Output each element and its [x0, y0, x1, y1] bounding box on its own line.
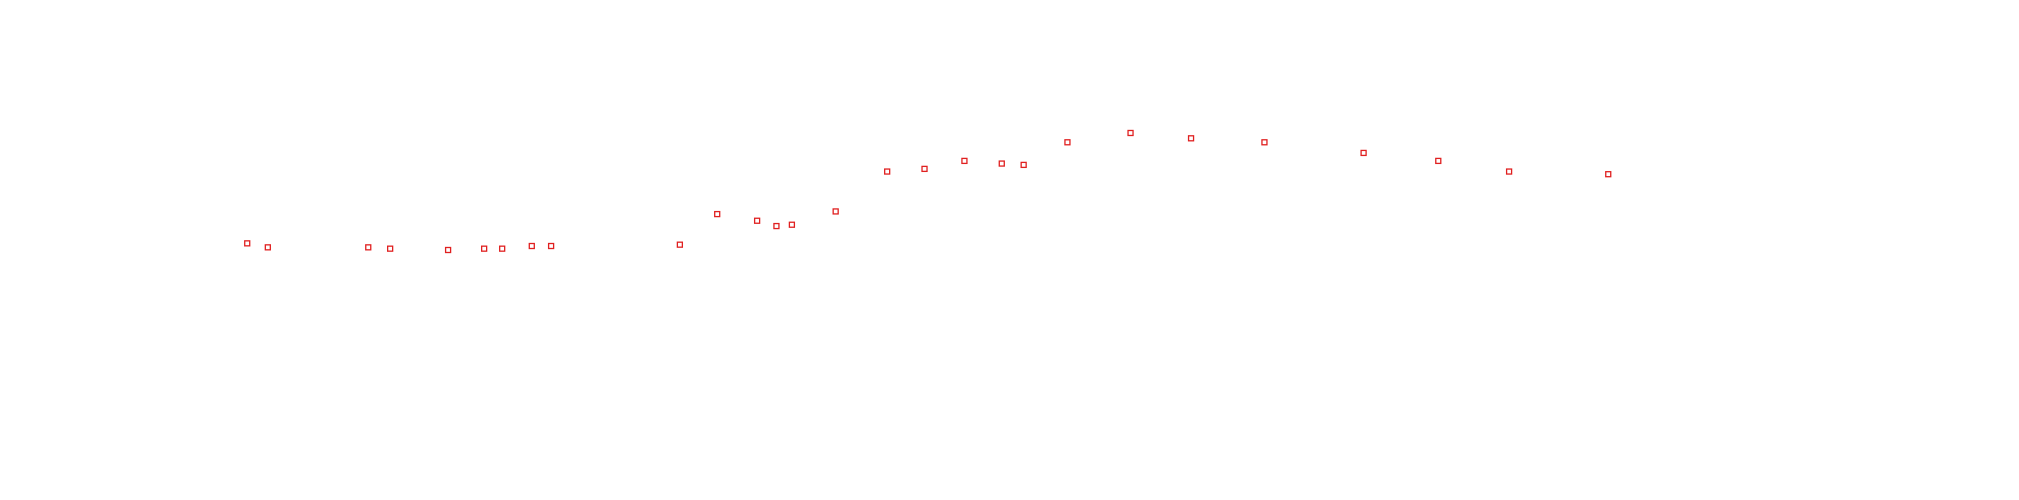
marker	[676, 241, 684, 248]
marker	[547, 242, 555, 250]
marker	[1020, 161, 1027, 169]
marker	[961, 157, 968, 165]
marker	[1505, 168, 1513, 175]
marker	[1064, 139, 1071, 146]
marker	[365, 244, 372, 251]
marker	[499, 245, 506, 252]
marker	[788, 221, 796, 228]
marker	[480, 245, 488, 252]
marker	[921, 165, 928, 173]
marker	[832, 208, 839, 215]
marker	[528, 242, 535, 250]
marker	[773, 222, 780, 230]
marker	[1605, 171, 1612, 178]
marker	[264, 244, 271, 251]
marker	[884, 168, 891, 175]
marker	[387, 245, 394, 252]
marker	[714, 210, 721, 218]
marker	[753, 217, 761, 224]
marker	[244, 240, 251, 247]
marker	[1187, 135, 1195, 142]
marker	[444, 246, 452, 254]
marker	[1127, 129, 1134, 137]
marker	[1360, 149, 1367, 157]
marker	[1435, 157, 1442, 165]
marker	[1261, 139, 1268, 146]
marker	[998, 160, 1005, 167]
